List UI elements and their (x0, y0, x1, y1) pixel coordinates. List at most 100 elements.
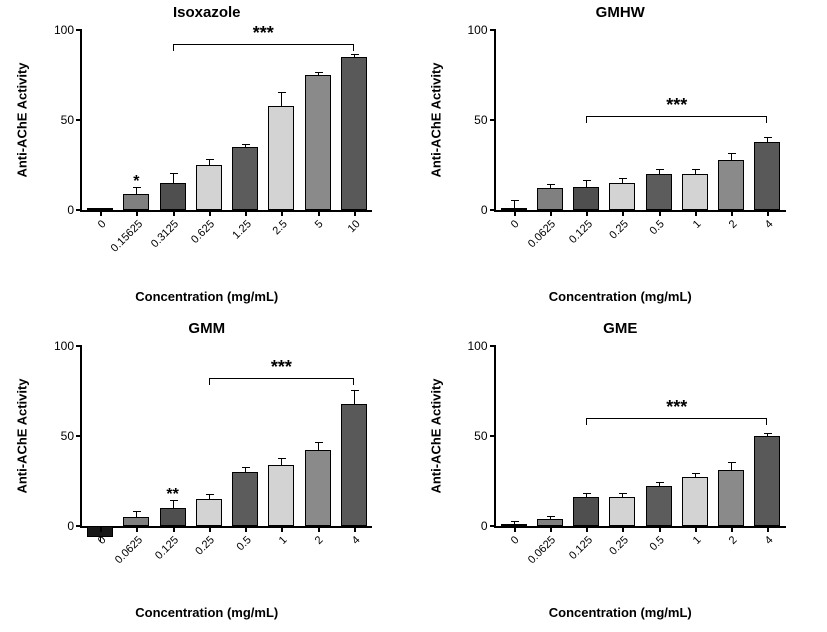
x-axis-label: Concentration (mg/mL) (0, 605, 414, 620)
x-tick-label: 10 (345, 218, 362, 235)
y-tick-label: 0 (42, 203, 74, 217)
y-tick-label: 50 (456, 429, 488, 443)
chart-panel-gmm: GMM Anti-AChE Activity Concentration (mg/m… (0, 316, 414, 632)
plot-area: 05010000.06250.1250.250.5124*** (494, 30, 786, 212)
bar: 0.125 (573, 187, 599, 210)
x-tick-label: 0.5 (648, 534, 667, 553)
plot-area: 05010000.06250.1250.250.5124*** (494, 346, 786, 528)
significance-label: *** (666, 96, 687, 114)
y-tick-label: 0 (456, 519, 488, 533)
y-axis-label: Anti-AChE Activity (428, 378, 443, 493)
bar: 0.25 (609, 183, 635, 210)
x-tick-label: 2 (727, 534, 740, 547)
x-tick-label: 2.5 (271, 218, 290, 237)
bar: 2 (718, 470, 744, 526)
x-axis-label: Concentration (mg/mL) (414, 605, 827, 620)
bar: 0 (501, 524, 527, 526)
bar: 0.25 (609, 497, 635, 526)
chart-panel-gmhw: GMHW Anti-AChE Activity Concentration (mg/… (414, 0, 827, 316)
bar: 0.3125 (160, 183, 186, 210)
panel-title: GME (414, 320, 827, 337)
bar: 4 (754, 142, 780, 210)
plot-area: 05010000.06250.1250.250.5124***** (80, 346, 372, 528)
x-tick-label: 0.3125 (149, 218, 181, 250)
bar: 1.25 (232, 147, 258, 210)
x-tick-label: 5 (313, 218, 326, 231)
y-tick-label: 100 (42, 339, 74, 353)
bar: 2 (718, 160, 744, 210)
x-tick-label: 0.25 (194, 534, 218, 558)
x-tick-label: 4 (350, 534, 363, 547)
x-tick-label: 0 (509, 534, 522, 547)
x-tick-label: 0 (509, 218, 522, 231)
bar: 0.15625 (123, 194, 149, 210)
x-tick-label: 1 (691, 218, 704, 231)
y-axis-label: Anti-AChE Activity (15, 378, 30, 493)
y-axis-label: Anti-AChE Activity (428, 62, 443, 177)
y-tick-label: 100 (456, 339, 488, 353)
significance-label: * (133, 174, 139, 190)
bar: 4 (754, 436, 780, 526)
significance-bracket (586, 418, 767, 425)
x-tick-label: 0.125 (153, 534, 181, 562)
bar: 1 (682, 174, 708, 210)
x-tick-label: 0.0625 (526, 534, 558, 566)
chart-panel-isoxazole: Isoxazole Anti-AChE Activity Concentration… (0, 0, 414, 316)
chart-grid: Isoxazole Anti-AChE Activity Concentration… (0, 0, 827, 632)
significance-bracket (173, 44, 354, 51)
bar: 0.125 (573, 497, 599, 526)
y-tick-label: 50 (42, 113, 74, 127)
significance-bracket (209, 378, 354, 385)
bar: 0 (501, 208, 527, 210)
bar: 0.5 (646, 174, 672, 210)
bar: 0.25 (196, 499, 222, 526)
y-tick-label: 100 (42, 23, 74, 37)
x-tick-label: 4 (763, 534, 776, 547)
bar: 0.125 (160, 508, 186, 526)
x-tick-label: 0.5 (648, 218, 667, 237)
x-axis-label: Concentration (mg/mL) (414, 289, 827, 304)
y-tick-label: 0 (456, 203, 488, 217)
x-tick-label: 1 (691, 534, 704, 547)
x-axis-label: Concentration (mg/mL) (0, 289, 414, 304)
x-tick-label: 0.15625 (108, 218, 145, 255)
significance-label: *** (666, 398, 687, 416)
plot-area: 05010000.156250.31250.6251.252.5510**** (80, 30, 372, 212)
bar: 0 (87, 208, 113, 210)
bar: 0.5 (232, 472, 258, 526)
x-tick-label: 0.0625 (526, 218, 558, 250)
x-tick-label: 0.125 (567, 218, 595, 246)
y-axis-label: Anti-AChE Activity (15, 62, 30, 177)
x-tick-label: 1.25 (230, 218, 254, 242)
y-tick-label: 100 (456, 23, 488, 37)
bar: 0.625 (196, 165, 222, 210)
significance-label: ** (166, 487, 178, 503)
bar: 2 (305, 450, 331, 526)
x-tick-label: 1 (277, 534, 290, 547)
bar: 10 (341, 57, 367, 210)
x-tick-label: 4 (763, 218, 776, 231)
x-tick-label: 0.5 (234, 534, 253, 553)
x-tick-label: 0.125 (567, 534, 595, 562)
bar: 0.0625 (537, 188, 563, 210)
panel-title: GMHW (414, 4, 827, 21)
significance-bracket (586, 116, 767, 123)
chart-panel-gme: GME Anti-AChE Activity Concentration (mg/m… (414, 316, 827, 632)
y-tick-label: 0 (42, 519, 74, 533)
x-tick-label: 2 (313, 534, 326, 547)
y-tick-label: 50 (42, 429, 74, 443)
y-tick-label: 50 (456, 113, 488, 127)
bar: 4 (341, 404, 367, 526)
panel-title: Isoxazole (0, 4, 414, 21)
x-tick-label: 0.25 (607, 218, 631, 242)
x-tick-label: 2 (727, 218, 740, 231)
x-tick-label: 0 (96, 218, 109, 231)
bar: 2.5 (268, 106, 294, 210)
panel-title: GMM (0, 320, 414, 337)
bar: 5 (305, 75, 331, 210)
bar: 0.5 (646, 486, 672, 526)
bar: 1 (268, 465, 294, 526)
bar: 0.0625 (537, 519, 563, 526)
x-tick-label: 0.25 (607, 534, 631, 558)
bar: 1 (682, 477, 708, 526)
